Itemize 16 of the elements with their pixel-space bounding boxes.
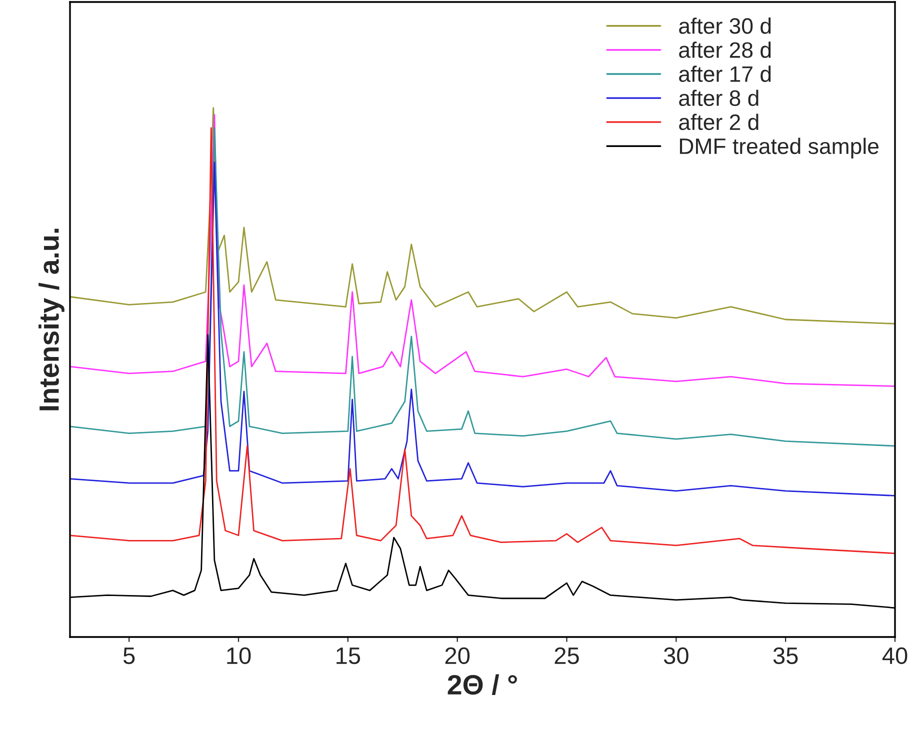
legend-label: after 8 d [679, 90, 758, 106]
legend-label: after 28 d [679, 42, 771, 58]
x-tick-label: 15 [336, 648, 360, 664]
legend-label: after 2 d [679, 114, 758, 130]
x-tick-label: 40 [882, 647, 908, 664]
y-axis-title: Intensity / a.u. [38, 228, 64, 410]
x-tick-label: 10 [227, 647, 251, 664]
x-tick-label: 20 [445, 647, 470, 664]
legend-label: DMF treated sample [680, 138, 878, 159]
x-tick-label: 35 [773, 647, 798, 664]
x-tick-label: 5 [123, 648, 135, 664]
x-tick-label: 30 [664, 647, 688, 664]
x-tick-label: 25 [554, 647, 579, 664]
legend-label: after 17 d [679, 66, 771, 82]
x-axis-title: 2Θ / ° [448, 674, 517, 695]
legend-label: after 30 d [679, 18, 771, 34]
